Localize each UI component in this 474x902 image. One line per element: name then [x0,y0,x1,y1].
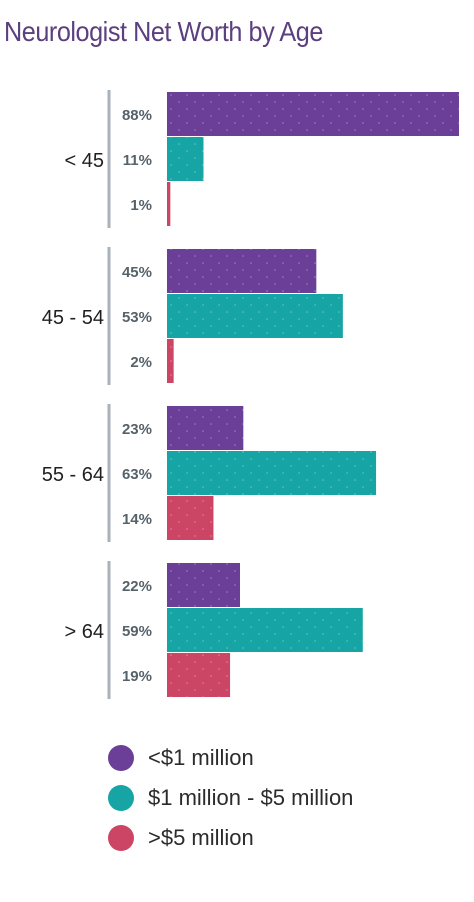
bar-texture [167,294,343,338]
legend-swatch-red [108,825,134,851]
legend-label: $1 million - $5 million [148,785,354,810]
category-label: > 64 [65,621,104,643]
legend: <$1 million $1 million - $5 million >$5 … [108,738,353,858]
bar-texture [167,653,231,697]
category-label: 45 - 54 [42,307,104,329]
legend-item: $1 million - $5 million [108,778,353,818]
data-label: 59% [122,623,152,640]
bar-texture [167,92,459,136]
bar-texture [167,496,214,540]
legend-item: <$1 million [108,738,353,778]
bar-texture [167,451,377,495]
legend-item: >$5 million [108,818,353,858]
bar-texture [167,249,317,293]
bar-chart: < 45 88% 11% 1% 45 - 54 45% 53% 2% 55 - 64 23% 63%… [42,90,459,699]
data-label: 88% [122,107,152,124]
legend-label: >$5 million [148,825,254,850]
bar-texture [167,339,174,383]
data-label: 11% [123,152,152,169]
data-label: 23% [122,421,152,438]
category-label: 55 - 64 [42,464,104,486]
bar-texture [167,182,171,226]
data-label: 14% [122,511,152,528]
bar-texture [167,137,204,181]
data-label: 2% [130,354,152,371]
legend-swatch-purple [108,745,134,771]
data-label: 22% [122,578,152,595]
legend-swatch-teal [108,785,134,811]
category-label: < 45 [65,150,104,172]
chart-title: Neurologist Net Worth by Age [4,16,323,47]
bar-texture [167,608,363,652]
legend-label: <$1 million [148,745,254,770]
bar-texture [167,563,240,607]
bar-texture [167,406,244,450]
data-label: 45% [122,264,152,281]
data-label: 53% [122,309,152,326]
data-label: 63% [122,466,152,483]
data-label: 19% [122,668,152,685]
data-label: 1% [130,197,152,214]
